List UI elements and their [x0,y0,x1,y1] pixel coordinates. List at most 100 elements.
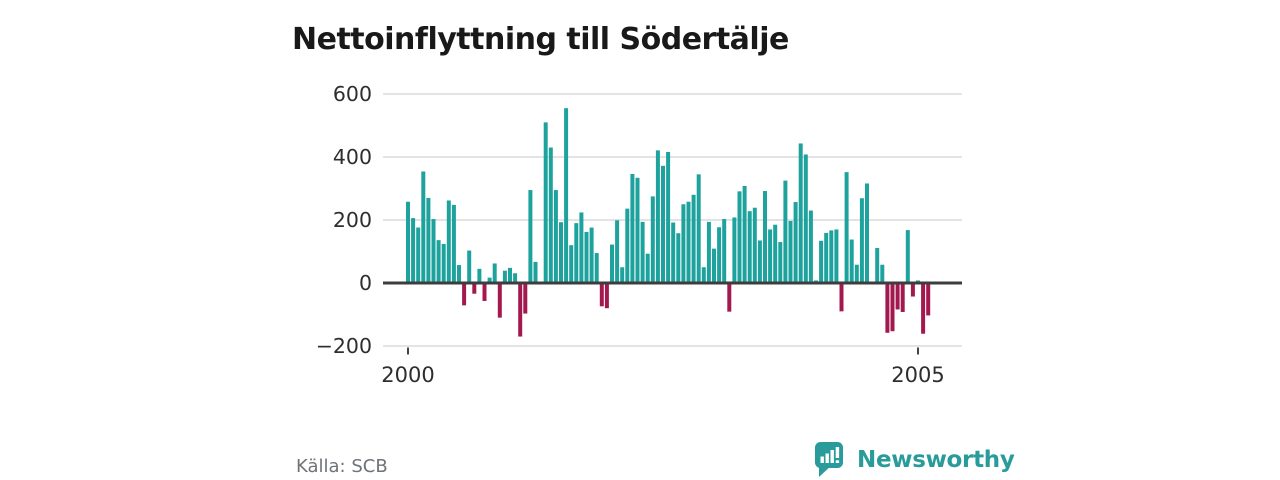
bar-positive [487,277,492,283]
bar-positive [742,185,747,283]
source-label: Källa: SCB [296,456,388,477]
bar-positive [528,190,533,283]
bar-positive [508,267,512,283]
bar-positive [411,218,416,283]
bar-positive [645,253,650,283]
bar-positive [640,221,645,283]
bar-positive [553,190,558,283]
bar-positive [732,217,737,283]
x-tick-label: 2000 [381,363,434,387]
bar-positive [559,222,563,283]
bar-positive [793,202,798,283]
bar-negative [482,283,487,301]
bar-negative [518,283,523,337]
bar-positive [854,264,859,283]
x-tick-label: 2005 [891,363,944,387]
chart-title: Nettoinflyttning till Södertälje [292,22,789,58]
bar-positive [681,204,686,283]
bar-positive [650,196,655,284]
bar-positive [436,240,441,283]
bar-positive [548,147,553,283]
bar-positive [594,253,599,283]
y-tick-label: 600 [333,82,372,106]
bar-positive [431,219,436,284]
bar-positive [686,201,691,283]
bar-negative [523,283,528,314]
bar-negative [895,283,900,310]
bar-negative [839,283,844,312]
bar-positive [757,240,762,283]
bar-positive [655,150,660,283]
bar-positive [778,242,783,283]
bar-positive [783,180,788,284]
bar-positive [773,224,778,283]
bar-positive [905,230,910,283]
newsworthy-wordmark: Newsworthy [857,447,1015,473]
bar-positive [829,230,834,283]
bar-positive [701,267,706,283]
bar-positive [819,240,824,283]
bar-positive [666,151,671,283]
bar-positive [620,267,625,283]
bar-positive [712,248,716,283]
bar-positive [706,221,711,283]
bar-positive [671,222,676,283]
bar-positive [451,204,456,283]
bar-negative [462,283,467,306]
bar-positive [875,248,880,283]
bar-positive [803,154,808,283]
bar-positive [880,264,885,283]
bar-positive [722,219,727,284]
bar-positive [579,212,584,283]
bar-negative [910,283,915,297]
bar-positive [513,273,518,284]
bar-negative [885,283,890,333]
bar-positive [543,122,548,283]
bar-positive [467,250,472,284]
bar-positive [788,220,793,283]
bar-positive [747,211,752,283]
bar-negative [472,283,477,294]
newsworthy-logo-icon [815,442,843,477]
bar-negative [727,283,732,312]
bar-negative [900,283,905,312]
bar-negative [890,283,895,332]
bar-negative [497,283,502,318]
bar-positive [717,227,722,284]
bar-positive [574,223,579,283]
bar-positive [564,108,569,284]
bar-positive [768,229,773,283]
y-tick-label: 200 [333,208,372,232]
bar-positive [859,198,864,283]
bar-positive [492,263,497,283]
y-tick-label: 400 [333,145,372,169]
bar-positive [441,243,446,283]
bar-positive [808,210,813,283]
bar-positive [426,197,431,283]
bar-positive [625,208,630,283]
bar-positive [584,231,589,283]
bar-positive [446,200,451,283]
bar-positive [615,220,620,283]
bar-positive [676,233,681,283]
bar-positive [865,183,869,283]
bar-positive [421,171,426,283]
bar-positive [630,174,635,283]
y-tick-label: 0 [359,271,372,295]
bar-positive [661,165,665,283]
bar-negative [921,283,926,334]
bar-negative [599,283,604,307]
bar-positive [635,177,640,283]
bar-positive [798,143,803,283]
newsworthy-logo: Newsworthy [814,440,1015,478]
bar-positive [834,229,839,283]
bar-positive [752,207,757,283]
bar-positive [477,268,482,283]
bar-positive [610,244,614,283]
bar-negative [604,283,609,309]
bar-negative [926,283,931,316]
bar-positive [844,172,849,283]
y-tick-label: −200 [316,334,372,358]
